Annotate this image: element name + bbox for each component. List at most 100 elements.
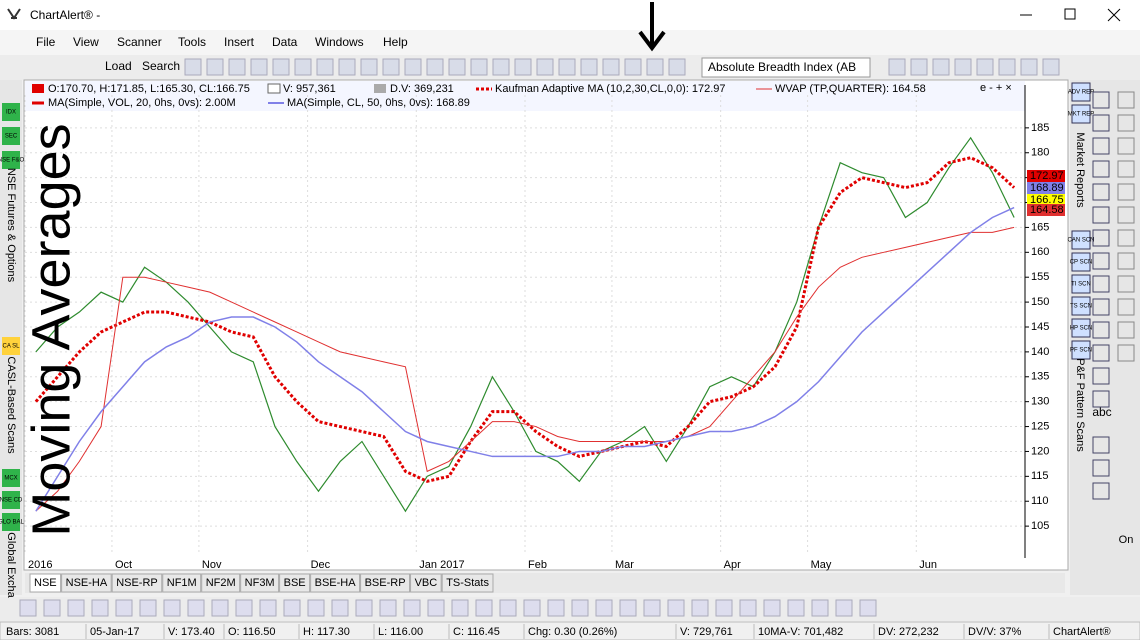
bottom-tool-icon[interactable] — [595, 599, 613, 617]
drawing-tool[interactable] — [1117, 160, 1135, 178]
drawing-tool[interactable] — [1092, 114, 1110, 132]
bottom-tool-icon[interactable] — [403, 599, 421, 617]
tab[interactable]: NF2M — [206, 577, 236, 589]
drawing-tool[interactable] — [1092, 482, 1110, 500]
tab-frame[interactable] — [360, 573, 411, 593]
tab[interactable]: VBC — [415, 577, 438, 589]
toolbar-icon[interactable] — [932, 58, 950, 76]
toolbar-icon[interactable] — [492, 58, 510, 76]
drawing-tool[interactable] — [1092, 459, 1110, 477]
toolbar-icon[interactable] — [448, 58, 466, 76]
bottom-tool-icon[interactable] — [571, 599, 589, 617]
menu-item[interactable]: File — [36, 35, 56, 49]
tab-frame[interactable] — [29, 573, 62, 593]
bottom-tool-icon[interactable] — [211, 599, 229, 617]
bottom-tool-icon[interactable] — [379, 599, 397, 617]
sidebar-button[interactable] — [1071, 296, 1091, 316]
drawing-tool[interactable] — [1092, 321, 1110, 339]
bottom-tool-icon[interactable] — [811, 599, 829, 617]
drawing-tool[interactable] — [1092, 160, 1110, 178]
toolbar-icon[interactable] — [1042, 58, 1060, 76]
drawing-tool[interactable] — [1092, 252, 1110, 270]
bottom-tool-icon[interactable] — [67, 599, 85, 617]
menu-item[interactable]: Tools — [178, 35, 206, 49]
bottom-tool-icon[interactable] — [163, 599, 181, 617]
bottom-tool-icon[interactable] — [739, 599, 757, 617]
bottom-tool-icon[interactable] — [643, 599, 661, 617]
drawing-tool[interactable] — [1117, 344, 1135, 362]
sidebar-button[interactable] — [1071, 318, 1091, 338]
sidebar-button[interactable] — [2, 491, 20, 509]
toolbar-icon[interactable] — [316, 58, 334, 76]
menu-item[interactable]: Help — [383, 35, 408, 49]
toolbar-icon[interactable] — [206, 58, 224, 76]
sidebar-button[interactable] — [2, 151, 20, 169]
bottom-tool-icon[interactable] — [787, 599, 805, 617]
sidebar-button[interactable] — [2, 127, 20, 145]
drawing-tool[interactable] — [1117, 206, 1135, 224]
toolbar-icon[interactable] — [602, 58, 620, 76]
toolbar-icon[interactable] — [228, 58, 246, 76]
bottom-tool-icon[interactable] — [187, 599, 205, 617]
sidebar-button[interactable] — [2, 469, 20, 487]
bottom-tool-icon[interactable] — [331, 599, 349, 617]
bottom-tool-icon[interactable] — [427, 599, 445, 617]
tab-frame[interactable] — [410, 573, 442, 593]
drawing-tool[interactable] — [1092, 367, 1110, 385]
toolbar-icon[interactable] — [976, 58, 994, 76]
toolbar-button[interactable]: Search — [142, 59, 180, 73]
bottom-tool-icon[interactable] — [859, 599, 877, 617]
drawing-tool[interactable] — [1092, 91, 1110, 109]
tab[interactable]: NSE-HA — [66, 577, 108, 589]
menu-item[interactable]: Windows — [315, 35, 364, 49]
bottom-tool-icon[interactable] — [835, 599, 853, 617]
tab-frame[interactable] — [240, 573, 280, 593]
close[interactable] — [1107, 8, 1121, 22]
bottom-tool-icon[interactable] — [235, 599, 253, 617]
toolbar-icon[interactable] — [998, 58, 1016, 76]
toolbar-icon[interactable] — [470, 58, 488, 76]
sidebar-button[interactable] — [1071, 274, 1091, 294]
tab[interactable]: BSE-HA — [315, 577, 357, 589]
sidebar-button[interactable] — [1071, 104, 1091, 124]
toolbar-icon[interactable] — [294, 58, 312, 76]
sidebar-button[interactable] — [1071, 230, 1091, 250]
bottom-tool-icon[interactable] — [619, 599, 637, 617]
toolbar-button[interactable]: Load — [105, 59, 132, 73]
indicator-dropdown[interactable] — [701, 57, 871, 78]
drawing-tool[interactable] — [1117, 114, 1135, 132]
toolbar-icon[interactable] — [184, 58, 202, 76]
tab[interactable]: TS-Stats — [446, 577, 489, 589]
drawing-tool[interactable] — [1092, 390, 1110, 408]
menu-item[interactable]: Data — [272, 35, 298, 49]
tab[interactable]: NF3M — [245, 577, 275, 589]
drawing-tool-label[interactable]: On — [1119, 534, 1134, 546]
bottom-tool-icon[interactable] — [523, 599, 541, 617]
tab[interactable]: NSE — [34, 577, 57, 589]
toolbar-icon[interactable] — [426, 58, 444, 76]
drawing-tool[interactable] — [1117, 137, 1135, 155]
bottom-tool-icon[interactable] — [283, 599, 301, 617]
toolbar-icon[interactable] — [360, 58, 378, 76]
sidebar-button[interactable] — [2, 513, 20, 531]
bottom-tool-icon[interactable] — [19, 599, 37, 617]
toolbar-icon[interactable] — [272, 58, 290, 76]
toolbar-icon[interactable] — [404, 58, 422, 76]
sidebar-button[interactable] — [1071, 340, 1091, 360]
drawing-tool[interactable] — [1092, 137, 1110, 155]
bottom-tool-icon[interactable] — [355, 599, 373, 617]
sidebar-button[interactable] — [1071, 252, 1091, 272]
toolbar-icon[interactable] — [536, 58, 554, 76]
tab[interactable]: NSE-RP — [116, 577, 158, 589]
toolbar-icon[interactable] — [1020, 58, 1038, 76]
toolbar-icon[interactable] — [888, 58, 906, 76]
tab-frame[interactable] — [61, 573, 112, 593]
sidebar-button[interactable] — [2, 337, 20, 355]
maximize[interactable] — [1064, 8, 1076, 20]
tab-frame[interactable] — [310, 573, 361, 593]
tab-frame[interactable] — [111, 573, 163, 593]
bottom-tool-icon[interactable] — [139, 599, 157, 617]
drawing-tool[interactable] — [1117, 91, 1135, 109]
toolbar-icon[interactable] — [954, 58, 972, 76]
drawing-tool[interactable] — [1092, 206, 1110, 224]
